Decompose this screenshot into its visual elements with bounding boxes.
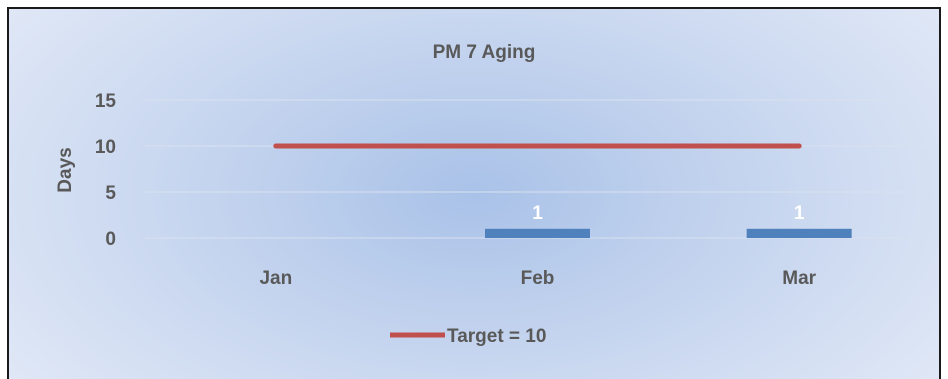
x-tick-label: Jan xyxy=(259,268,292,289)
x-tick-labels: Jan Feb Mar xyxy=(259,268,816,289)
data-label-Feb: 1 xyxy=(532,203,543,224)
y-tick-label: 15 xyxy=(95,91,117,112)
x-tick-label: Mar xyxy=(782,268,816,289)
y-tick-label: 0 xyxy=(105,229,116,250)
bar-Mar xyxy=(747,229,852,238)
legend-target-label: Target = 10 xyxy=(447,326,546,347)
y-axis-label: Days xyxy=(55,147,76,192)
y-tick-label: 5 xyxy=(105,183,116,204)
bar-Feb xyxy=(485,229,590,238)
chart-title: PM 7 Aging xyxy=(433,42,536,63)
data-label-Mar: 1 xyxy=(794,203,805,224)
legend: Target = 10 xyxy=(390,326,546,347)
y-tick-label: 10 xyxy=(95,137,116,158)
x-tick-label: Feb xyxy=(521,268,555,289)
y-tick-labels: 0 5 10 15 xyxy=(95,91,117,250)
